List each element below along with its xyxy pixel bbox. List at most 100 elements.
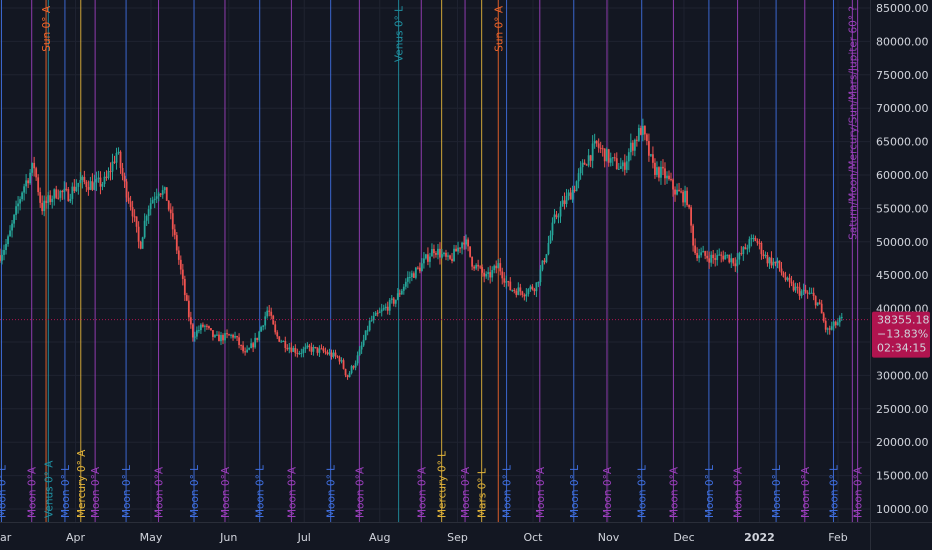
candle-body [461,242,463,249]
candle-body [830,326,833,330]
candle-body [75,186,78,192]
candle-body [206,325,208,327]
candle-body [738,253,741,260]
candle-body [121,167,124,176]
candle-body [364,330,367,340]
candle-body [750,238,753,240]
candle-body [589,155,592,161]
candle-body [171,213,174,230]
candle-body [583,162,586,165]
candle-body [1,254,3,261]
candle-body [682,191,684,203]
candle-body [806,292,809,294]
candle-body [165,187,168,201]
candle-body [109,171,112,173]
candle-body [523,295,526,297]
candle-body [730,258,733,263]
candle-body [760,242,763,255]
candle-body [429,256,431,262]
candle-body [674,189,676,195]
candle-body [553,214,556,223]
astro-label: Moon 0° L [569,465,581,518]
candle-body [577,173,580,182]
candle-body [137,226,140,242]
astro-label: Venus 0° L [394,6,406,62]
candle-body [431,248,433,257]
candle-body [370,320,373,322]
candle-body [535,282,538,292]
candle-body [499,263,502,272]
x-tick-label: Sep [447,531,468,544]
y-tick-label: 20000.00 [876,436,929,449]
candle-body [304,347,307,350]
astro-label: Moon 0°A [416,466,428,518]
time-axis[interactable]: ar Apr May Jun Jul Aug Sep Oct Nov Dec 2022 Feb [0,531,848,544]
candle-body [593,140,596,144]
candle-body [390,298,393,300]
candle-body [748,239,751,249]
candle-body [756,241,759,243]
candle-body [690,207,692,226]
candle-body [467,239,469,247]
candle-body [37,177,40,193]
x-tick-label: Aug [369,531,390,544]
candle-body [388,299,391,311]
candle-body [181,269,184,279]
candle-body [668,175,670,180]
candle-body [318,348,321,353]
candle-body [135,216,138,227]
candle-body [240,344,242,346]
candle-body [469,246,472,257]
candle-body [605,149,608,162]
candle-body [812,292,815,297]
x-tick-label: Jul [297,531,311,544]
candle-body [5,243,7,251]
candle-body [372,315,375,321]
candle-body [113,161,116,163]
candle-body [539,269,542,283]
candle-body [298,353,301,355]
candle-body [342,360,345,369]
candle-body [149,203,152,210]
candle-body [234,336,236,338]
last-price-badge-bg [872,311,930,358]
candle-body [145,216,148,221]
candle-body [718,254,721,256]
candle-body [197,330,200,332]
candle-body [565,195,568,205]
candle-body [214,335,216,337]
y-tick-label: 80000.00 [876,35,929,48]
candle-body [286,347,289,350]
candle-body [834,321,837,326]
candle-body [354,363,357,368]
candle-body [664,168,666,179]
candle-countdown: 02:34:15 [877,342,926,355]
astro-label: Moon 0°A [460,466,472,518]
candle-body [581,162,584,168]
candle-body [43,200,46,212]
candle-body [330,352,333,357]
candle-body [762,254,765,257]
candle-body [754,237,757,242]
candle-body [635,139,638,141]
x-tick-label: Apr [66,531,86,544]
y-tick-label: 50000.00 [876,236,929,249]
candle-body [0,255,1,261]
candle-body [185,295,188,301]
candle-body [358,349,361,356]
astro-label: Mercury 0° L [437,451,449,518]
candle-body [300,353,303,355]
candle-body [91,181,94,190]
candle-body [696,253,699,259]
candle-body [410,273,413,278]
candle-body [189,317,192,325]
candle-body [246,349,249,353]
candle-body [670,179,672,181]
y-tick-label: 75000.00 [876,69,929,82]
candle-body [224,333,226,341]
candle-body [734,263,737,267]
candle-body [368,320,371,331]
candle-body [483,272,486,277]
candle-body [700,252,703,256]
